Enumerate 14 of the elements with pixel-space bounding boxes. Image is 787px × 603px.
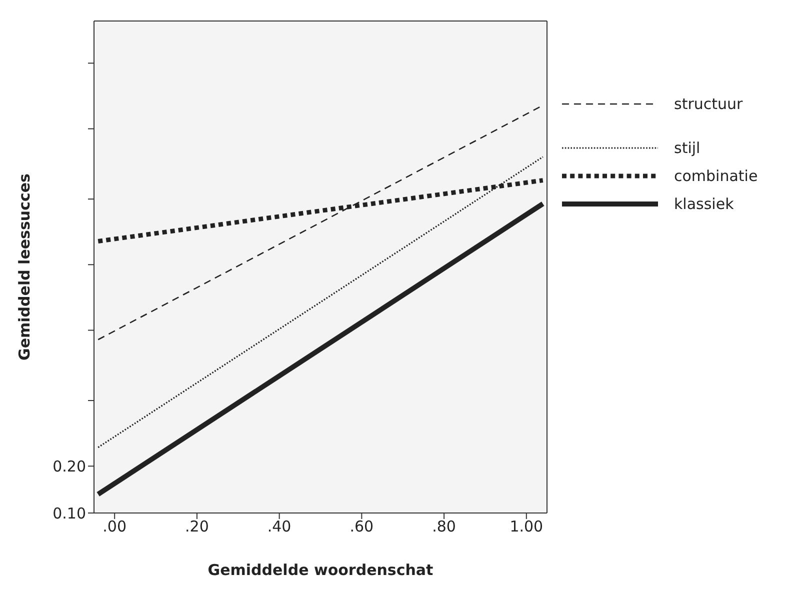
x-tick-label: .60 bbox=[350, 518, 374, 536]
y-tick-label: 0.10 bbox=[52, 504, 86, 522]
x-tick-label: .20 bbox=[185, 518, 209, 536]
text: stijl bbox=[674, 139, 700, 157]
y-axis-title: Gemiddeld leessucces bbox=[15, 173, 34, 360]
x-axis-title: Gemiddelde woordenschat bbox=[208, 561, 434, 579]
text: combinatie bbox=[674, 167, 758, 185]
x-tick-label: .40 bbox=[267, 518, 292, 536]
x-tick-label: .00 bbox=[102, 518, 127, 536]
text: structuur bbox=[674, 95, 743, 113]
text: klassiek bbox=[674, 195, 734, 213]
x-tick-label: .80 bbox=[432, 518, 456, 536]
x-tick-label: 1.00 bbox=[510, 518, 544, 536]
y-tick-label: 0.20 bbox=[52, 457, 86, 476]
